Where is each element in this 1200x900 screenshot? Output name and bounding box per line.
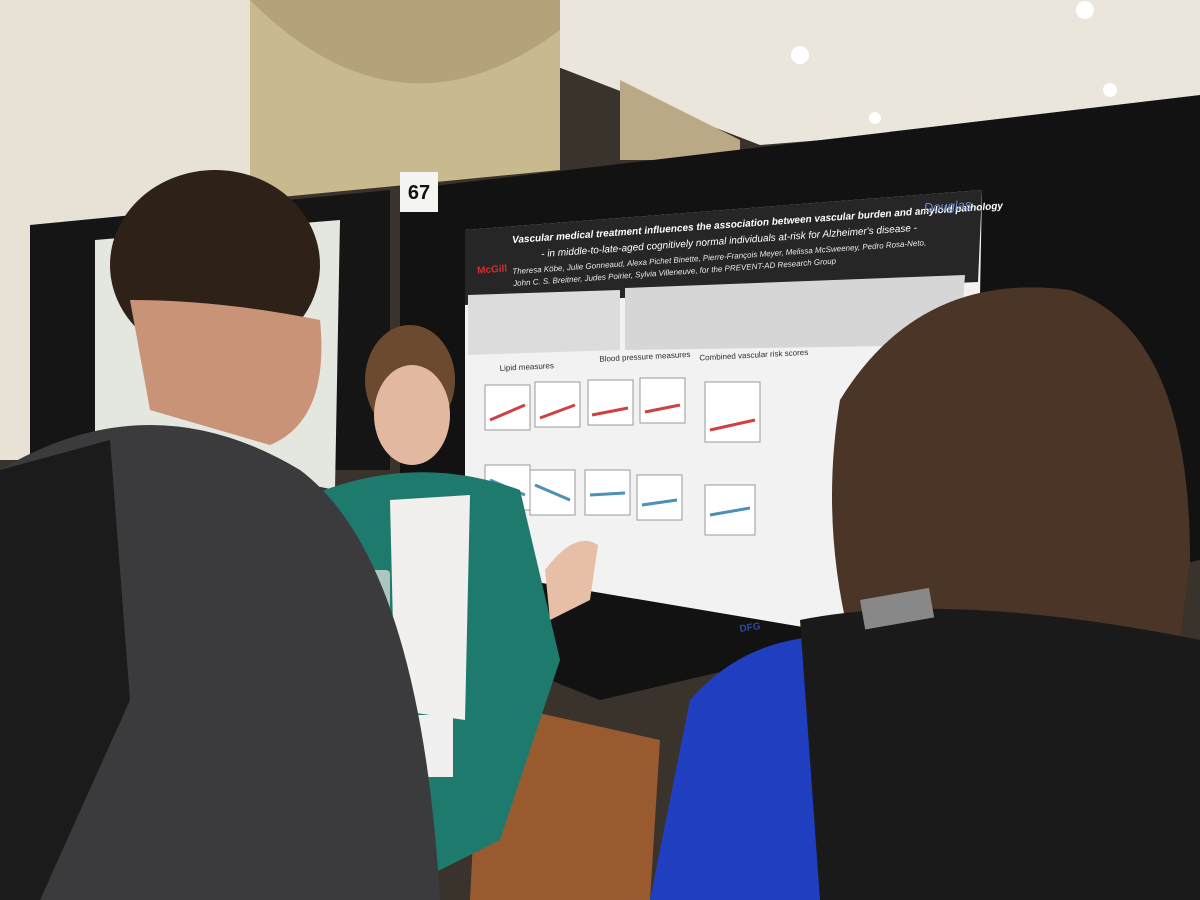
presenter-face <box>374 365 450 465</box>
logo-douglas: Douglas <box>923 197 972 215</box>
logo-dfg: DFG <box>739 621 762 635</box>
woman-hair <box>832 287 1190 640</box>
backpack <box>0 440 130 900</box>
plot <box>484 384 531 431</box>
presenter-hand <box>545 540 598 620</box>
backpack-strap <box>860 587 935 630</box>
board-number-card <box>400 172 438 212</box>
presenter-shirt <box>390 495 470 720</box>
logo-mcgill: McGill <box>477 263 508 276</box>
board-number: 67 <box>408 182 430 204</box>
ceiling-light <box>791 46 809 64</box>
ceiling-light <box>869 112 881 124</box>
curtain-swag <box>250 0 560 84</box>
plot-trend <box>489 403 756 432</box>
plot <box>639 377 686 424</box>
curtain <box>620 80 740 160</box>
plot <box>636 474 683 521</box>
backpack <box>800 608 1200 900</box>
poster-box <box>468 290 620 355</box>
poster-header <box>465 190 982 305</box>
panel-heading: Lipid measures <box>499 361 554 373</box>
man-face <box>130 300 322 445</box>
plot <box>587 379 634 426</box>
ceiling-light <box>1103 83 1117 97</box>
ceiling-light <box>1076 1 1094 19</box>
plot <box>704 381 761 443</box>
ceiling <box>540 0 1200 145</box>
poster-box <box>625 275 965 350</box>
